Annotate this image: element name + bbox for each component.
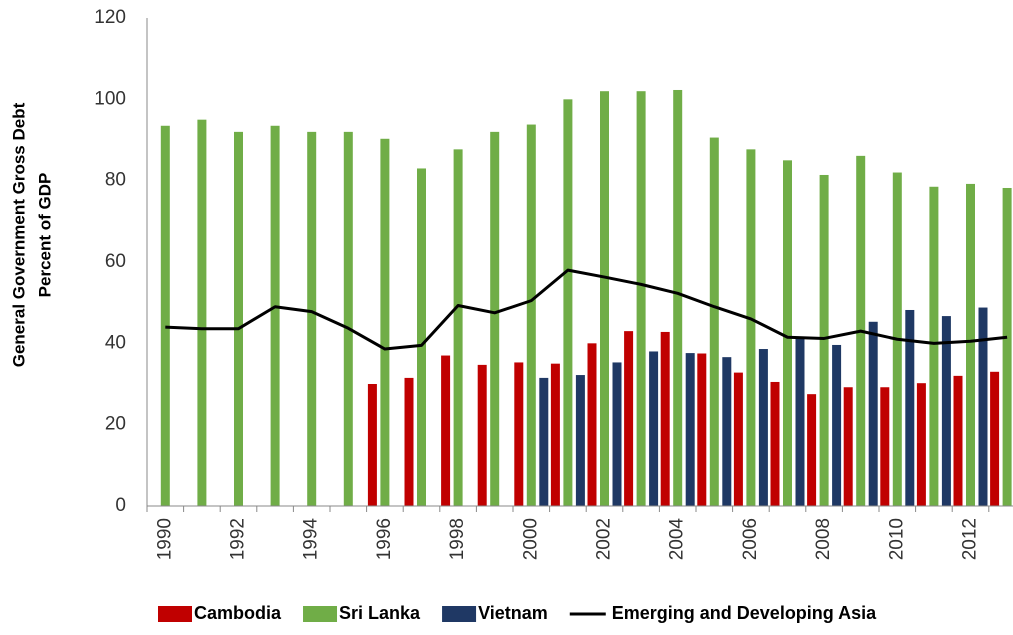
y-tick-label: 20 (105, 414, 126, 435)
bar (539, 377, 549, 506)
y-tick-label: 60 (105, 251, 126, 272)
bar (966, 183, 975, 507)
y-tick-label: 0 (115, 495, 126, 516)
bar (453, 149, 463, 506)
y-axis-title: General Government Gross Debt (9, 102, 28, 367)
bar (234, 131, 243, 506)
bar (441, 355, 451, 506)
bar (953, 375, 963, 506)
bar (307, 131, 317, 506)
bar (905, 309, 915, 506)
y-tick-label: 120 (94, 7, 126, 28)
x-tick-label: 1990 (154, 518, 175, 560)
bar (404, 377, 414, 506)
legend-swatch (303, 606, 338, 622)
bar (916, 383, 926, 506)
bar (807, 394, 817, 506)
bar (722, 357, 732, 506)
y-tick-label: 40 (105, 332, 126, 353)
bar (526, 124, 536, 507)
bar (600, 91, 609, 506)
bar (514, 362, 524, 506)
bar (709, 137, 719, 506)
bar (783, 160, 792, 507)
x-tick-label: 2010 (886, 518, 907, 560)
y-tick-label: 100 (94, 88, 126, 109)
bar (649, 351, 659, 506)
bar (624, 331, 634, 506)
bar (417, 168, 426, 506)
bar (673, 89, 683, 506)
legend-label: Emerging and Developing Asia (612, 603, 877, 623)
bar (367, 384, 377, 506)
legend-label: Cambodia (194, 603, 282, 623)
legend-label: Sri Lanka (339, 603, 421, 623)
bar (160, 125, 170, 507)
bar (733, 372, 743, 506)
bar (819, 174, 829, 506)
bar (758, 349, 768, 506)
x-tick-label: 1992 (228, 518, 249, 560)
bar (868, 321, 878, 506)
bar (636, 91, 646, 506)
bar (197, 119, 207, 507)
bar (380, 138, 390, 506)
bar (697, 353, 707, 506)
bar (343, 131, 353, 506)
bar (843, 387, 853, 506)
bar (685, 353, 695, 506)
x-tick-label: 2004 (667, 518, 688, 561)
x-tick-label: 2012 (960, 518, 981, 560)
bar (978, 307, 988, 506)
bar (929, 186, 939, 506)
bar (490, 131, 500, 506)
x-tick-label: 2002 (594, 518, 615, 560)
y-tick-label: 80 (105, 170, 126, 191)
bar (587, 343, 597, 506)
bar (270, 125, 280, 507)
bar (550, 363, 560, 506)
legend-swatch (158, 606, 192, 622)
x-tick-label: 2000 (520, 518, 541, 560)
bar (941, 316, 951, 506)
x-tick-label: 2006 (740, 518, 761, 560)
bar (746, 149, 756, 506)
x-tick-label: 1996 (374, 518, 395, 560)
bar (477, 364, 487, 506)
x-tick-label: 1994 (301, 518, 322, 561)
bar (795, 338, 805, 506)
bar (612, 362, 622, 506)
bar (575, 375, 585, 506)
legend-swatch (442, 606, 477, 622)
line (165, 268, 1008, 351)
bar (563, 99, 573, 506)
bar (832, 344, 842, 506)
x-tick-label: 2008 (813, 518, 834, 560)
legend-label: Vietnam (478, 603, 548, 623)
bar (770, 381, 780, 506)
y-axis-title: Percent of GDP (35, 173, 54, 298)
bar (1002, 187, 1012, 506)
bar (880, 387, 890, 506)
bar (660, 331, 670, 506)
x-tick-label: 1998 (447, 518, 468, 560)
bar (990, 371, 1000, 506)
